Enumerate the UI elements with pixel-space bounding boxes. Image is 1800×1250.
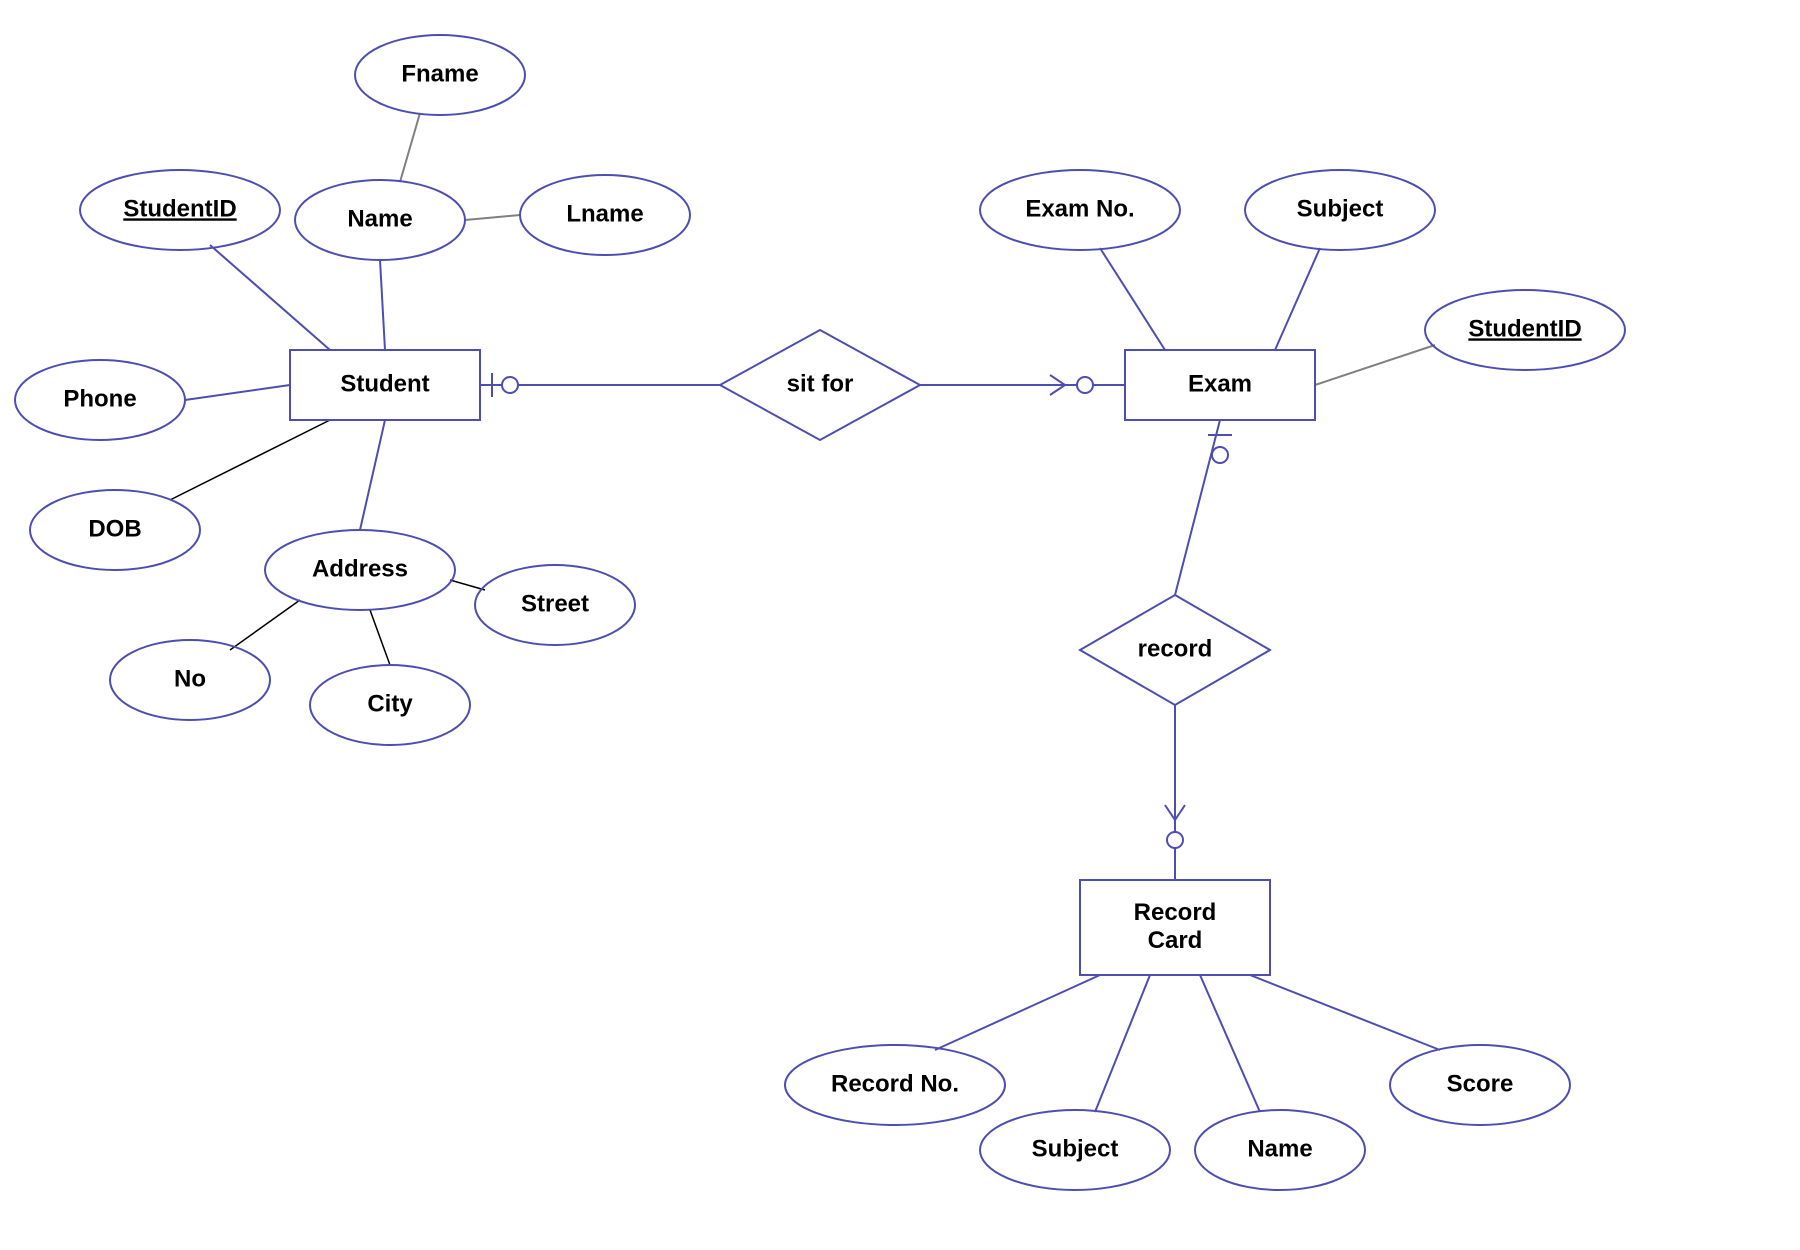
edge-exam-record [1175,420,1220,595]
edge-exam-examno [1100,248,1165,350]
attribute-label-fname: Fname [401,60,478,87]
card-circle [1212,447,1228,463]
edge-student-dob [170,420,330,500]
attribute-label-subject2: Subject [1032,1135,1119,1162]
attribute-label-address: Address [312,555,408,582]
edge-address-no [230,600,300,650]
edge-student-studentid [210,245,330,350]
attribute-label-street: Street [521,590,589,617]
card-circle [1167,832,1183,848]
edge-exam-studentid [1315,345,1435,385]
edge-rc-name [1200,975,1260,1112]
edge-exam-subject [1275,248,1320,350]
entity-label-recordcard: Record [1134,899,1217,926]
edge-name-lname [465,215,520,220]
er-diagram: Student Exam RecordCard sit for record Studen… [0,0,1800,1250]
attribute-label-studentid: StudentID [123,195,236,222]
entity-label-exam: Exam [1188,370,1252,397]
edge-student-address [360,420,385,530]
attribute-label-city: City [367,690,413,717]
edge-rc-recordno [935,975,1100,1050]
edge-address-street [450,580,485,590]
attribute-label-name2: Name [1247,1135,1312,1162]
attribute-label-recordno: Record No. [831,1070,959,1097]
edge-address-city [370,610,390,665]
attribute-label-examno: Exam No. [1025,195,1134,222]
edge-student-name [380,260,385,350]
edge-student-phone [185,385,290,400]
attribute-label-name: Name [347,205,412,232]
attribute-label-lname: Lname [566,200,643,227]
relationship-label-sitfor: sit for [787,370,854,397]
entity-label-student: Student [340,370,429,397]
attribute-label-subject: Subject [1297,195,1384,222]
attribute-label-no: No [174,665,206,692]
attribute-label-phone: Phone [63,385,136,412]
card-circle [1077,377,1093,393]
edge-rc-subject [1095,975,1150,1112]
attribute-label-dob: DOB [88,515,141,542]
relationship-label-record: record [1138,635,1213,662]
attribute-label-studentid2: StudentID [1468,315,1581,342]
entity-label-recordcard: Card [1148,927,1203,954]
attribute-label-score: Score [1447,1070,1514,1097]
edge-rc-score [1250,975,1440,1050]
edge-name-fname [400,113,420,182]
card-circle [502,377,518,393]
